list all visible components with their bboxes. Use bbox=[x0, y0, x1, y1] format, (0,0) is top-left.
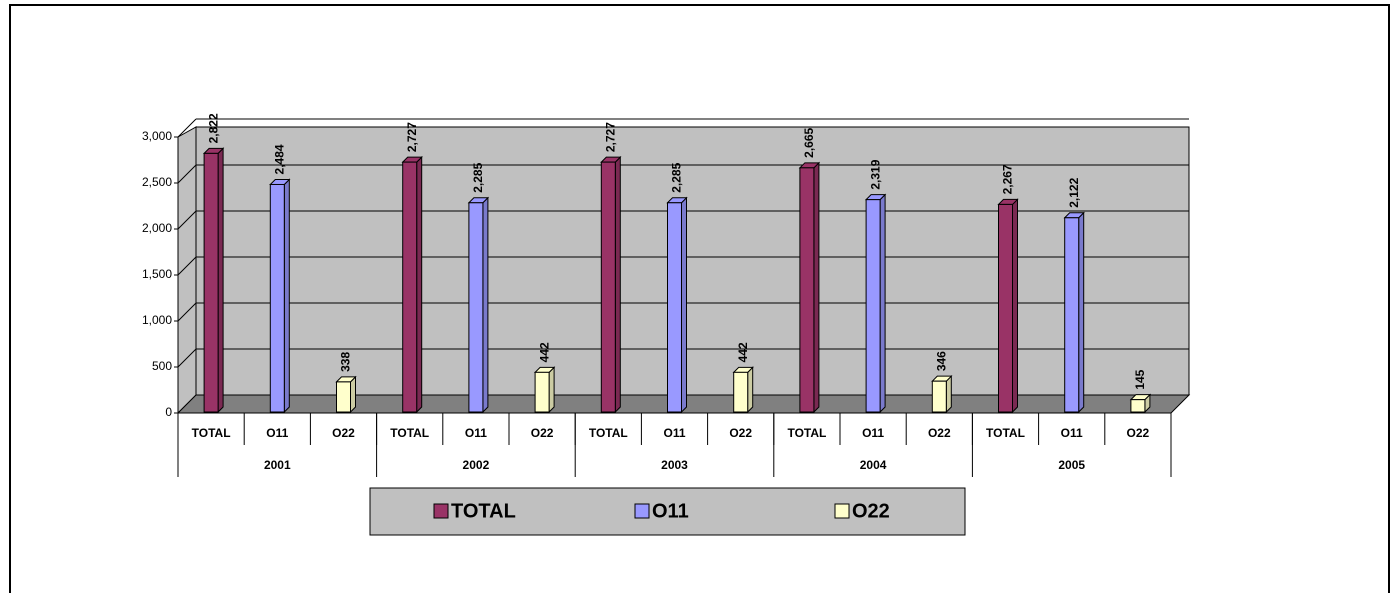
legend-swatch bbox=[834, 503, 850, 519]
legend-label: O22 bbox=[852, 500, 890, 522]
legend-swatch bbox=[634, 503, 650, 519]
y-tick-label: 2,500 bbox=[142, 175, 172, 189]
group-label: 2001 bbox=[264, 458, 291, 472]
value-label: 2,822 bbox=[206, 113, 220, 143]
group-label: 2002 bbox=[463, 458, 490, 472]
bar bbox=[1064, 217, 1080, 413]
x-tick-label: O11 bbox=[266, 426, 288, 440]
bar-side bbox=[416, 155, 423, 414]
x-tick-label: TOTAL bbox=[986, 426, 1025, 440]
x-tick-label: O22 bbox=[729, 426, 752, 440]
x-tick-label: O11 bbox=[862, 426, 884, 440]
x-tick-label: O11 bbox=[465, 426, 487, 440]
value-label: 338 bbox=[339, 352, 353, 372]
y-tick-label: 0 bbox=[165, 405, 172, 419]
y-tick-label: 3,000 bbox=[142, 129, 172, 143]
bar-side bbox=[482, 196, 489, 414]
x-tick-label: TOTAL bbox=[589, 426, 628, 440]
value-label: 2,727 bbox=[405, 122, 419, 152]
bar-side bbox=[548, 366, 555, 414]
y-tick-label: 1,000 bbox=[142, 313, 172, 327]
value-label: 2,484 bbox=[272, 144, 286, 174]
bar bbox=[1130, 399, 1146, 413]
x-tick-label: O11 bbox=[663, 426, 685, 440]
legend-label: TOTAL bbox=[451, 500, 516, 522]
legend-box bbox=[369, 487, 966, 536]
value-label: 145 bbox=[1133, 369, 1147, 389]
bar bbox=[269, 183, 285, 413]
value-label: 2,727 bbox=[603, 122, 617, 152]
value-label: 2,319 bbox=[868, 159, 882, 189]
value-label: 2,285 bbox=[670, 162, 684, 192]
bar-side bbox=[813, 161, 820, 414]
value-label: 442 bbox=[736, 342, 750, 362]
bar-side bbox=[1078, 211, 1085, 414]
x-tick-label: TOTAL bbox=[787, 426, 826, 440]
bar bbox=[336, 381, 351, 413]
bar bbox=[402, 161, 418, 413]
bar bbox=[998, 203, 1013, 413]
value-label: 346 bbox=[934, 351, 948, 371]
grid-line bbox=[177, 302, 197, 322]
x-tick-label: TOTAL bbox=[390, 426, 429, 440]
value-label: 2,122 bbox=[1067, 177, 1081, 207]
grid-line bbox=[177, 118, 197, 138]
y-tick-label: 500 bbox=[152, 359, 172, 373]
x-tick-label: O22 bbox=[928, 426, 951, 440]
bar bbox=[667, 202, 682, 413]
group-label: 2005 bbox=[1058, 458, 1085, 472]
value-label: 2,285 bbox=[471, 162, 485, 192]
bar bbox=[203, 152, 219, 413]
bar bbox=[534, 371, 550, 413]
bar bbox=[799, 167, 815, 413]
bar-side bbox=[283, 178, 290, 414]
bar bbox=[468, 202, 484, 413]
bar-side bbox=[350, 375, 356, 414]
group-label: 2004 bbox=[860, 458, 887, 472]
bar-side bbox=[614, 155, 621, 414]
grid-line bbox=[177, 256, 197, 276]
bar-side bbox=[945, 374, 952, 414]
grid-line bbox=[177, 164, 197, 184]
grid-line bbox=[177, 348, 197, 368]
x-tick-label: O22 bbox=[531, 426, 554, 440]
x-tick-label: O22 bbox=[1127, 426, 1150, 440]
bar-side bbox=[1012, 198, 1018, 414]
grid-line bbox=[177, 210, 197, 230]
bar-side bbox=[681, 196, 687, 414]
value-label: 2,665 bbox=[802, 127, 816, 157]
bar bbox=[733, 371, 749, 413]
value-label: 2,267 bbox=[1001, 164, 1015, 194]
bar-side bbox=[217, 147, 224, 414]
bar bbox=[865, 199, 881, 413]
bar bbox=[931, 380, 947, 413]
y-tick-label: 1,500 bbox=[142, 267, 172, 281]
x-tick-label: O11 bbox=[1061, 426, 1083, 440]
y-tick-label: 2,000 bbox=[142, 221, 172, 235]
side-wall bbox=[177, 126, 197, 415]
legend-swatch bbox=[433, 503, 449, 519]
bar bbox=[600, 161, 616, 413]
bar-side bbox=[747, 366, 754, 414]
legend-label: O11 bbox=[652, 500, 689, 522]
x-tick-label: O22 bbox=[332, 426, 355, 440]
value-label: 442 bbox=[537, 342, 551, 362]
x-tick-label: TOTAL bbox=[192, 426, 231, 440]
bar-side bbox=[879, 193, 886, 414]
group-label: 2003 bbox=[661, 458, 688, 472]
